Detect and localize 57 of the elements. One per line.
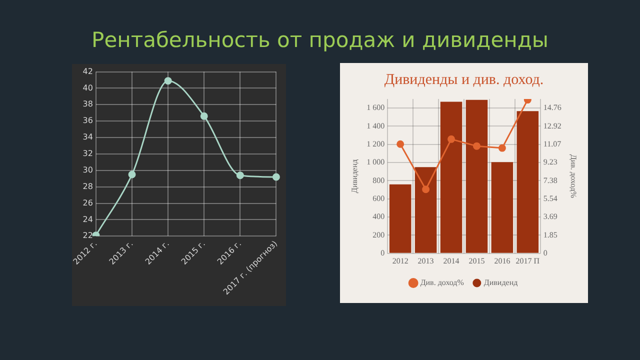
point [272,173,280,181]
y-tick-label: 36 [82,116,93,126]
y2-axis-title: Див. доход% [569,154,578,198]
x-tick-label: 2012 [392,256,408,266]
y-tick-label: 40 [82,83,93,92]
point [396,140,404,148]
y-tick-label: 28 [82,182,93,191]
y2-tick-label: 12.92 [543,121,562,130]
chart-title: Дивиденды и див. доход. [384,72,544,88]
y-axis-title: Дивиденд [350,159,359,194]
y-tick-label: 800 [372,176,385,185]
y-tick-label: 22 [82,231,93,240]
point [472,142,480,150]
point [128,170,136,178]
bar [414,167,437,253]
y-tick-label: 1 600 [366,103,385,112]
y-tick-label: 0 [380,248,385,258]
y-tick-label: 1 200 [366,140,385,149]
legend-label: Див. доход% [420,278,464,288]
y-tick-label: 30 [82,165,93,174]
legend-label: Дивиденд [484,278,518,288]
y-tick-label: 42 [82,66,93,76]
y2-tick-label: 14.76 [543,103,562,112]
y-tick-label: 32 [82,149,93,158]
bar [389,184,412,253]
y2-tick-label: 0 [543,248,548,258]
y-tick-label: 24 [82,214,93,224]
y2-tick-label: 11.07 [543,139,562,148]
bar [466,100,488,253]
y-tick-label: 26 [82,198,93,208]
y2-tick-label: 9.23 [543,158,558,167]
y-tick-label: 38 [82,100,93,109]
point [422,186,430,194]
y2-tick-label: 3.69 [543,212,558,222]
x-tick-label: 2014 [443,256,460,266]
y-tick-label: 400 [372,212,385,222]
y-tick-label: 200 [372,230,385,240]
y-tick-label: 34 [82,132,93,142]
y-tick-label: 1 400 [366,121,385,130]
text: Рентабельность от продаж и дивиденды [90,28,550,52]
x-tick-label: 2016 [494,256,510,266]
bar [440,102,462,253]
point [498,144,506,152]
point [236,172,244,180]
y2-tick-label: 7.38 [543,176,558,185]
x-tick-label: 2017 П [516,256,540,266]
y2-tick-label: 5.54 [543,194,558,203]
bar [491,162,514,253]
point [164,77,172,85]
x-tick-label: 2013 [418,256,434,266]
x-tick-label: 2015 [468,256,485,266]
y-tick-label: 1 000 [366,158,385,167]
bar [516,111,539,253]
y-tick-label: 600 [372,194,385,203]
point [200,112,208,120]
y2-tick-label: 1.85 [543,230,558,240]
point [448,135,456,143]
